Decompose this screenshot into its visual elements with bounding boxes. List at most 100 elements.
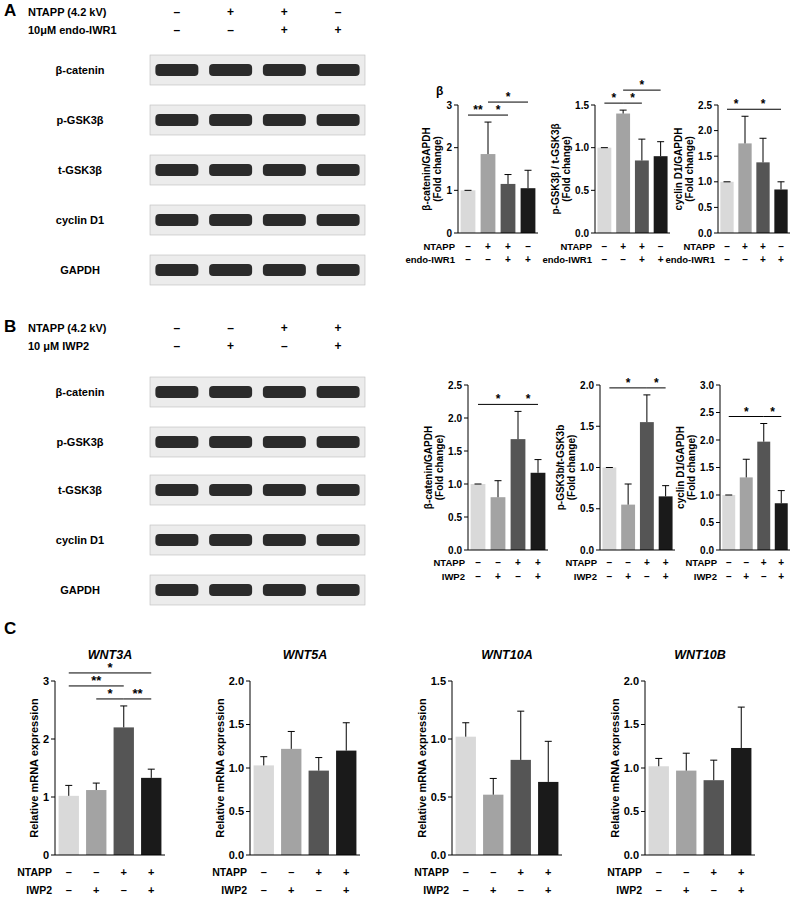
treatment-label: NTAPP (4.2 kV)	[28, 6, 107, 18]
x-axis	[468, 550, 548, 551]
bar-chart: 0.00.51.01.52.0p-GSK3b/t-GSK3b(Fold chan…	[555, 376, 675, 582]
y-axis-label: Relative mRNA expression	[609, 698, 621, 838]
treatment-sign: +	[658, 254, 664, 265]
y-axis-label: cyclin D1/GAPDH	[675, 426, 686, 509]
treatment-sign: +	[778, 254, 784, 265]
bar-chart: 0.00.51.01.5Relative mRNA expressionWNT1…	[414, 648, 562, 896]
error-line	[518, 411, 519, 439]
y-tick	[464, 451, 468, 452]
treatment-sign: +	[148, 866, 154, 878]
y-tick-label: 1	[43, 791, 49, 803]
plot-marks	[720, 116, 787, 233]
blot-band	[317, 214, 360, 226]
y-tick-label: 3	[446, 100, 452, 111]
treatment-sign: –	[490, 866, 496, 878]
treatment-sign: –	[174, 23, 181, 37]
y-tick	[464, 418, 468, 419]
x-axis	[720, 550, 790, 551]
error-bar	[525, 170, 532, 188]
y-tick-label: 1.0	[575, 142, 589, 153]
error-bar	[643, 395, 650, 422]
treatment-sign: –	[281, 339, 288, 353]
blot-strip	[150, 205, 365, 235]
treatment-sign: –	[724, 241, 730, 252]
y-tick-label: 0.0	[698, 228, 712, 239]
error-line	[628, 484, 629, 505]
y-tick	[51, 681, 55, 682]
treatment-sign: +	[683, 884, 689, 896]
treatment-sign: +	[121, 866, 127, 878]
treatment-label: endo-IWR1	[665, 254, 715, 265]
treatment-sign: –	[261, 884, 267, 896]
bar	[114, 727, 134, 855]
blot-row-label: GAPDH	[60, 584, 100, 596]
y-tick-label: 0.5	[431, 791, 446, 803]
bar	[521, 188, 536, 233]
treatment-sign: –	[174, 5, 181, 19]
treatment-sign: –	[121, 884, 127, 896]
treatment-label: IWP2	[442, 571, 465, 582]
treatment-label: NTAPP (4.2 kV)	[28, 322, 107, 334]
significance-label: **	[91, 673, 102, 688]
blot-band	[209, 164, 252, 176]
blot-row-label: GAPDH	[60, 264, 100, 276]
y-tick-label: 1.0	[580, 462, 594, 473]
treatment-sign: +	[663, 557, 669, 568]
y-tick	[716, 550, 720, 551]
blot-band	[317, 386, 360, 398]
blot-band	[317, 484, 360, 496]
y-tick-label: 1.5	[624, 718, 639, 730]
y-axis-label: β-catenin/GAPDH	[421, 127, 432, 210]
x-axis	[55, 855, 165, 856]
treatment-sign: +	[316, 866, 322, 878]
treatment-sign: –	[778, 241, 784, 252]
error-cap	[505, 174, 512, 175]
chart-title: WNT5A	[283, 648, 327, 662]
y-tick	[464, 385, 468, 386]
error-bar	[485, 122, 492, 154]
treatment-sign: –	[174, 321, 181, 335]
error-line	[763, 424, 764, 442]
y-tick-label: 2.0	[624, 675, 639, 687]
blot-band	[155, 436, 198, 448]
treatment-label: NTAPP	[424, 241, 456, 252]
bar-chart: 0.00.51.01.52.02.5β-catenin/GAPDH(Fold c…	[423, 380, 548, 583]
y-tick-label: 1.0	[624, 762, 639, 774]
treatment-label: 10μM endo-IWR1	[28, 24, 117, 36]
y-tick	[246, 681, 250, 682]
blot-strip	[150, 475, 365, 505]
error-bar	[778, 182, 785, 190]
error-cap	[743, 459, 750, 460]
x-axis	[645, 855, 755, 856]
y-tick	[716, 385, 720, 386]
x-axis	[452, 855, 562, 856]
western-blot: NTAPP (4.2 kV)–++–10μM endo-IWR1––++β-ca…	[28, 5, 365, 285]
error-cap	[683, 753, 690, 754]
treatment-sign: +	[743, 571, 749, 582]
treatment-sign: +	[760, 254, 766, 265]
treatment-sign: –	[463, 866, 469, 878]
treatment-label: IWP2	[616, 884, 642, 896]
error-line	[318, 758, 319, 771]
blot-row-label: cyclin D1	[56, 214, 104, 226]
treatment-sign: +	[778, 557, 784, 568]
bar	[511, 439, 526, 550]
error-cap	[93, 783, 100, 784]
blot-band	[263, 436, 306, 448]
error-line	[781, 182, 782, 190]
treatment-sign: –	[602, 241, 608, 252]
y-axis-label: p-GSK3b/t-GSK3b	[555, 425, 566, 511]
treatment-sign: +	[227, 339, 234, 353]
y-axis-label: Relative mRNA expression	[416, 698, 428, 838]
error-cap	[535, 459, 542, 460]
error-bar	[288, 731, 295, 748]
treatment-sign: –	[607, 571, 613, 582]
y-axis-label: (Fold change)	[432, 136, 443, 202]
bar	[86, 790, 106, 855]
blot-band	[209, 214, 252, 226]
error-line	[151, 769, 152, 778]
bar	[597, 148, 611, 233]
treatment-sign: +	[639, 254, 645, 265]
blot-strip	[150, 427, 365, 457]
error-bar	[760, 138, 767, 162]
